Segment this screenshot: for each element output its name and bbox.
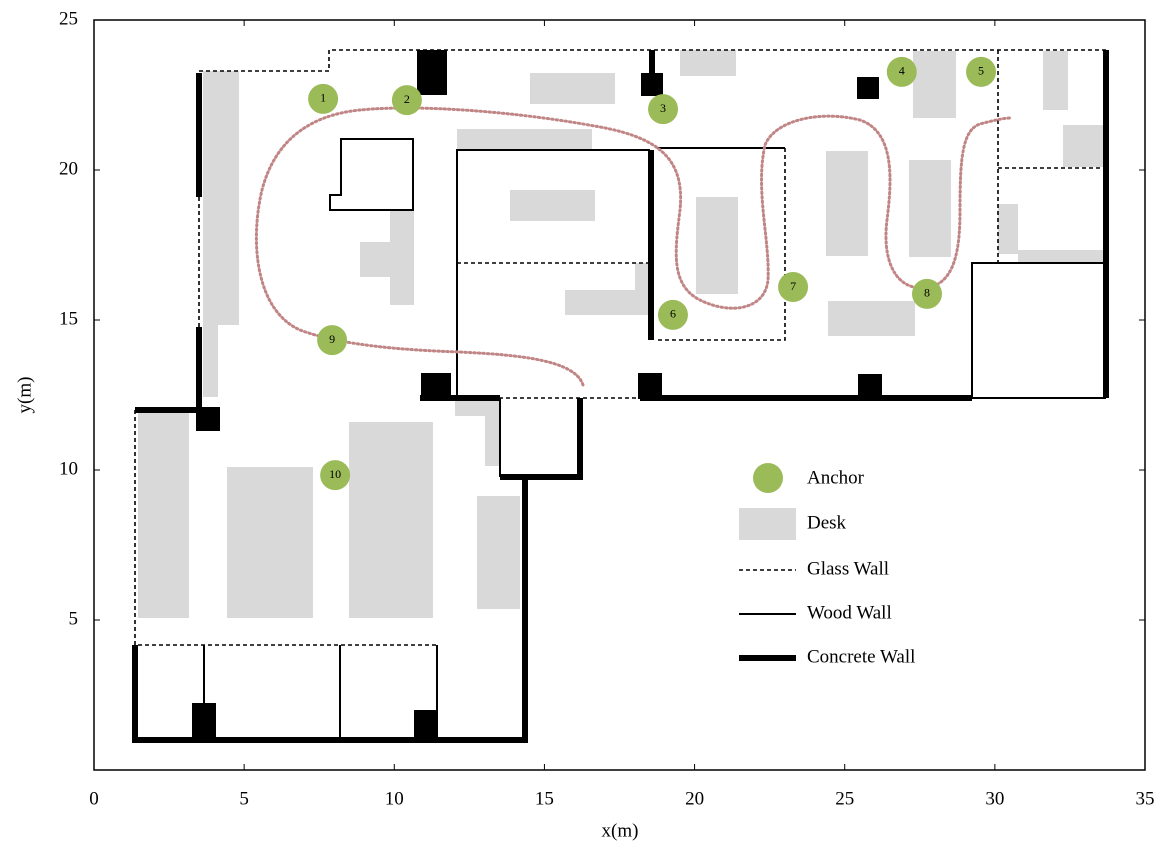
anchor-label: 6: [670, 307, 676, 321]
anchor-point: [391, 85, 422, 116]
y-tick-label: 20: [59, 158, 78, 179]
x-tick-label: 0: [89, 788, 99, 809]
x-tick-label: 35: [1136, 788, 1155, 809]
x-axis-label: x(m): [602, 820, 639, 841]
legend-label: Wood Wall: [807, 602, 892, 623]
anchor-label: 7: [790, 279, 796, 293]
anchor-label: 9: [329, 332, 335, 346]
legend-swatch: [753, 463, 783, 493]
anchor-point: [308, 83, 339, 114]
wood-walls: [203, 138, 1106, 738]
x-tick-label: 30: [985, 788, 1004, 809]
x-tick-label: 10: [385, 788, 404, 809]
desks: [138, 50, 1104, 618]
y-tick-label: 15: [59, 308, 78, 329]
anchor-point: [778, 272, 809, 302]
y-axis-label: y(m): [14, 377, 35, 414]
anchor-label: 4: [899, 64, 905, 78]
anchor-label: 3: [660, 101, 666, 115]
anchor-label: 1: [320, 91, 326, 105]
anchor-point: [317, 325, 348, 356]
y-tick-label: 25: [59, 8, 78, 29]
x-tick-label: 5: [239, 788, 249, 809]
legend: Desk Glass Wall Wood Wall Concrete Wall: [739, 508, 915, 667]
anchor-point: [657, 299, 688, 330]
legend-label: Glass Wall: [807, 558, 889, 579]
anchor-label: 2: [404, 92, 410, 106]
anchor-label: 10: [329, 467, 341, 481]
legend-label: Desk: [807, 512, 847, 533]
legend-label: Anchor: [807, 467, 865, 488]
concrete-walls: [132, 50, 1109, 743]
legend-label: Concrete Wall: [807, 646, 915, 667]
legend-swatch: [739, 508, 796, 540]
pillars: [192, 50, 882, 740]
anchor-point: [911, 278, 942, 309]
y-tick-label: 5: [69, 608, 79, 629]
anchor-label: 8: [924, 286, 930, 300]
anchor-label: 5: [978, 64, 984, 78]
plot-frame: [93, 19, 1146, 771]
anchor-point: [886, 56, 917, 87]
x-tick-label: 15: [535, 788, 554, 809]
anchor-point: [320, 460, 351, 491]
x-tick-label: 25: [835, 788, 854, 809]
anchor-point: [648, 94, 679, 125]
y-tick-label: 10: [59, 458, 78, 479]
x-tick-label: 20: [685, 788, 704, 809]
anchor-point: [966, 56, 997, 87]
